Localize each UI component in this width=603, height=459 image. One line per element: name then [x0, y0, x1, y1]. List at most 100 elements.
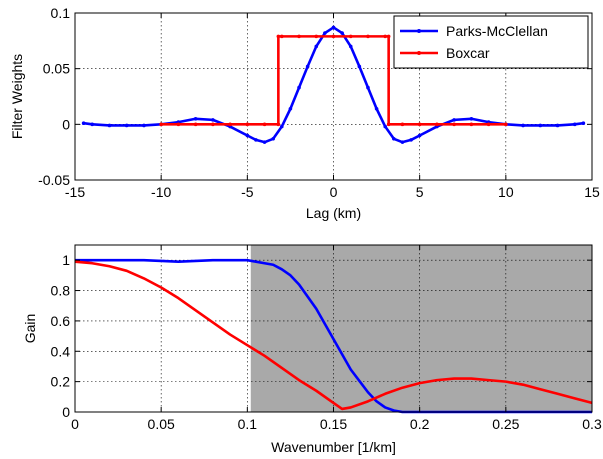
- x-tick-label: 0.05: [148, 416, 175, 432]
- data-point: [348, 44, 353, 49]
- x-axis-label: Lag (km): [306, 205, 361, 221]
- data-point: [228, 122, 232, 127]
- y-axis-label: Filter Weights: [9, 54, 25, 139]
- data-point: [245, 133, 250, 138]
- data-point: [254, 138, 258, 142]
- series-boxcar: [159, 34, 508, 127]
- chart-filter-weights: -15 -10 -5 0 5 10 15 -0.05 0 0.05 0.1 Lag (km) Filte…: [9, 5, 600, 221]
- x-tick-label: 10: [498, 184, 514, 200]
- data-point: [366, 85, 370, 90]
- data-point: [581, 121, 586, 126]
- data-point: [305, 64, 310, 69]
- data-point: [193, 116, 198, 121]
- series-line-1: [74, 260, 593, 411]
- data-point: [392, 137, 396, 141]
- data-point: [262, 122, 267, 127]
- data-point: [314, 34, 319, 39]
- data-point: [331, 25, 336, 30]
- data-point: [193, 122, 198, 127]
- data-point: [276, 34, 281, 39]
- data-point: [90, 122, 95, 127]
- y-tick-label: 0.8: [51, 283, 71, 299]
- data-point: [348, 34, 353, 39]
- x-tick-label: 0: [330, 184, 338, 200]
- data-point: [469, 116, 474, 121]
- data-point: [452, 118, 456, 122]
- x-tick-label: 0.3: [582, 416, 602, 432]
- data-point: [357, 64, 362, 69]
- data-point: [383, 34, 388, 39]
- data-point: [331, 34, 336, 39]
- y-tick-label: 0.6: [51, 313, 71, 329]
- x-tick-label: -10: [151, 184, 171, 200]
- x-axis-label: Wavenumber [1/km]: [271, 439, 396, 455]
- data-point: [409, 138, 413, 142]
- y-axis-label: Gain: [22, 314, 38, 344]
- data-point: [538, 123, 543, 128]
- legend-marker: [417, 29, 421, 33]
- data-point: [107, 123, 112, 128]
- data-point: [276, 122, 281, 127]
- data-point: [280, 124, 284, 129]
- data-point: [366, 34, 370, 39]
- data-point: [314, 44, 319, 49]
- data-point: [159, 122, 163, 127]
- x-tick-label: 0.25: [492, 416, 519, 432]
- data-point: [271, 137, 275, 141]
- data-point: [486, 122, 491, 127]
- y-tick-label: 0.4: [51, 343, 71, 359]
- data-point: [323, 31, 327, 35]
- data-point: [386, 122, 391, 127]
- data-point: [521, 123, 525, 128]
- legend-entry: Parks-McClellan: [446, 23, 548, 39]
- data-point: [124, 123, 129, 128]
- data-point: [452, 122, 456, 127]
- y-tick-label: 0: [62, 116, 70, 132]
- y-tick-label: 0.1: [51, 5, 71, 21]
- y-tick-label: 0.05: [43, 61, 70, 77]
- y-tick-label: 0.2: [51, 374, 71, 390]
- data-point: [417, 122, 422, 127]
- data-point: [469, 122, 474, 127]
- shaded-region: [250, 245, 592, 412]
- data-point: [383, 124, 388, 129]
- x-tick-label: 0.2: [410, 416, 430, 432]
- x-tick-label: 5: [416, 184, 424, 200]
- data-point: [245, 122, 250, 127]
- data-point: [211, 118, 215, 122]
- data-point: [176, 122, 181, 127]
- data-point: [386, 34, 391, 39]
- data-point: [417, 133, 422, 138]
- data-point: [400, 140, 405, 144]
- legend-entry: Boxcar: [446, 45, 490, 61]
- chart-gain: 0 0.05 0.1 0.15 0.2 0.25 0.3 0 0.2 0.4 0.6 0.8 1 Wave…: [22, 244, 602, 455]
- legend-box: [393, 15, 589, 69]
- data-point: [340, 31, 344, 35]
- data-point: [288, 106, 293, 111]
- y-tick-label: 0: [62, 404, 70, 420]
- data-point: [572, 122, 577, 127]
- legend-marker: [417, 51, 421, 55]
- data-point: [297, 85, 301, 90]
- legend: Parks-McClellan Boxcar: [393, 15, 589, 69]
- data-point: [555, 123, 560, 128]
- x-tick-label: 15: [584, 184, 600, 200]
- x-tick-label: 0.15: [320, 416, 347, 432]
- data-point: [142, 123, 146, 128]
- data-point: [262, 140, 267, 144]
- data-point: [81, 121, 86, 126]
- data-point: [374, 106, 379, 111]
- x-tick-label: 0.1: [238, 416, 258, 432]
- series-line: [74, 260, 593, 411]
- x-tick-label: -5: [241, 184, 254, 200]
- data-point: [297, 34, 301, 39]
- data-point: [400, 122, 405, 127]
- x-tick-label: -15: [65, 184, 85, 200]
- data-point: [504, 122, 508, 127]
- data-point: [435, 122, 439, 127]
- data-point: [280, 34, 284, 39]
- y-tick-label: -0.05: [38, 172, 70, 188]
- data-point: [211, 122, 215, 127]
- y-tick-label: 1: [62, 252, 70, 268]
